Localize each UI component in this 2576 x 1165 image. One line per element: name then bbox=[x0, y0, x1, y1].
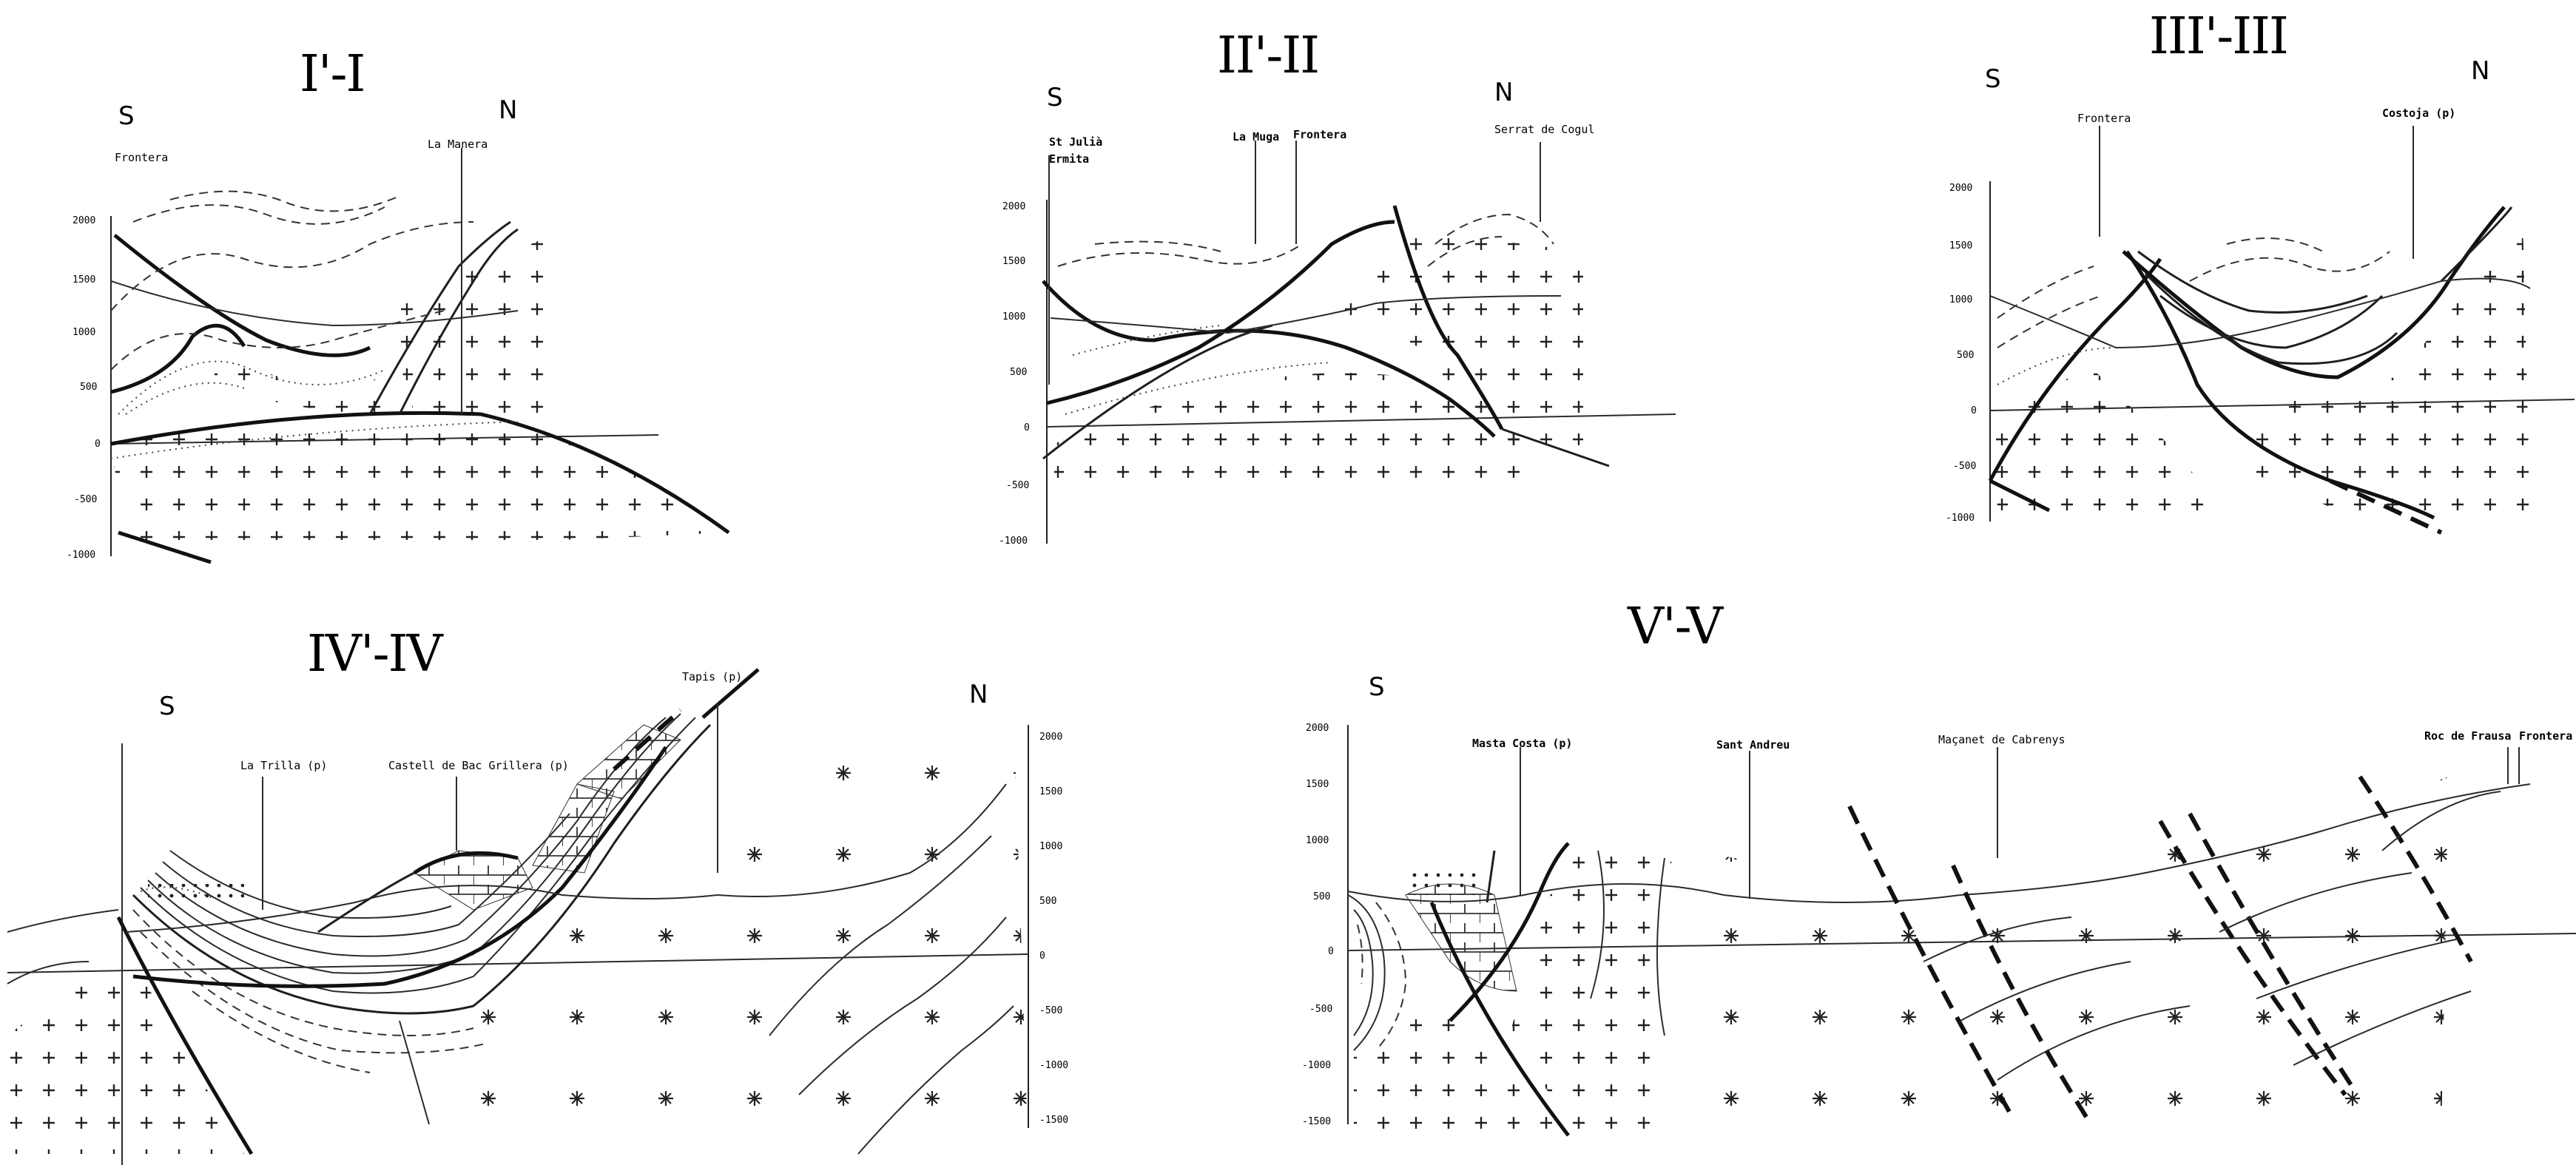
section-5-tick: 2000 bbox=[1306, 723, 1329, 734]
section-2-tick: 2000 bbox=[1002, 201, 1025, 212]
section-1-tick: 500 bbox=[80, 382, 97, 393]
section-4-tick: 1500 bbox=[1039, 786, 1062, 797]
section-3-tick: 500 bbox=[1957, 350, 1974, 361]
section-3-tick: 1000 bbox=[1949, 294, 1972, 305]
section-5: V'-V S Masta Costa (p) Sant Andreu Maçan… bbox=[1302, 598, 2576, 1137]
section-5-place-macanet: Maçanet de Cabrenys bbox=[1938, 733, 2066, 746]
section-4-tick: -1500 bbox=[1039, 1115, 1068, 1126]
section-3-south: S bbox=[1985, 64, 2001, 94]
section-1-north: N bbox=[499, 95, 517, 125]
section-5-place-frontera: Frontera bbox=[2519, 729, 2572, 743]
section-1-title: I'-I bbox=[300, 45, 364, 104]
section-5-tick: 1000 bbox=[1306, 835, 1329, 846]
section-2-place-ermita: Ermita bbox=[1049, 152, 1089, 166]
section-3-tick: -1000 bbox=[1946, 513, 1975, 524]
section-5-tick: -1000 bbox=[1302, 1060, 1331, 1071]
section-5-place-roc-de-frausa: Roc de Frausa bbox=[2424, 729, 2511, 743]
section-2-tick: 500 bbox=[1010, 367, 1027, 378]
section-2-title: II'-II bbox=[1217, 27, 1318, 85]
section-4-title: IV'-IV bbox=[307, 625, 445, 683]
section-2-tick: -1000 bbox=[999, 536, 1028, 547]
section-5-place-masta-costa: Masta Costa (p) bbox=[1472, 737, 1572, 750]
section-4-tick: 500 bbox=[1039, 896, 1056, 907]
section-1-place-frontera: Frontera bbox=[115, 151, 168, 164]
section-5-place-sant-andreu: Sant Andreu bbox=[1716, 738, 1790, 752]
section-4: IV'-IV S N La Trilla (p) Castell de Bac … bbox=[7, 625, 1068, 1165]
section-2-tick: 0 bbox=[1024, 422, 1030, 433]
section-4-tick: 2000 bbox=[1039, 732, 1062, 743]
section-2: II'-II S N St Julià Ermita La Muga Front… bbox=[999, 27, 1676, 547]
section-2-place-la-muga: La Muga bbox=[1233, 130, 1279, 143]
section-2-place-frontera: Frontera bbox=[1293, 128, 1346, 141]
section-1-tick: 0 bbox=[95, 439, 101, 450]
section-4-tick: -1000 bbox=[1039, 1060, 1068, 1071]
section-4-north: N bbox=[969, 680, 988, 709]
section-1-tick: -1000 bbox=[67, 550, 95, 561]
section-3-title: III'-III bbox=[2149, 7, 2287, 66]
section-4-place-la-trilla: La Trilla (p) bbox=[240, 759, 327, 772]
section-3-tick: -500 bbox=[1953, 461, 1976, 472]
section-1-tick: 2000 bbox=[73, 215, 95, 226]
section-2-tick: 1500 bbox=[1002, 256, 1025, 267]
section-4-tick: 0 bbox=[1039, 950, 1045, 962]
section-4-tick: -500 bbox=[1039, 1005, 1062, 1016]
section-1-tick: 1500 bbox=[73, 274, 95, 286]
section-3-tick: 0 bbox=[1971, 405, 1977, 416]
section-5-south: S bbox=[1369, 672, 1385, 702]
section-2-south: S bbox=[1047, 83, 1063, 112]
section-1-place-la-manera: La Manera bbox=[428, 138, 488, 151]
section-5-tick: -500 bbox=[1309, 1004, 1332, 1015]
section-5-tick: 0 bbox=[1328, 946, 1334, 957]
section-3-place-costoja: Costoja (p) bbox=[2382, 107, 2455, 120]
section-3-north: N bbox=[2471, 56, 2489, 86]
section-1-tick: -500 bbox=[74, 494, 97, 505]
section-5-tick: 1500 bbox=[1306, 779, 1329, 790]
section-4-south: S bbox=[159, 692, 175, 721]
section-3: III'-III S N Frontera Costoja (p) 2000 1… bbox=[1946, 7, 2575, 535]
section-3-tick: 2000 bbox=[1949, 183, 1972, 194]
section-3-tick: 1500 bbox=[1949, 240, 1972, 251]
section-1: I'-I S N Frontera La Manera 2000 1500 10… bbox=[67, 45, 730, 564]
section-5-title: V'-V bbox=[1627, 598, 1724, 656]
section-4-place-tapis: Tapis (p) bbox=[682, 670, 742, 683]
section-4-place-castell: Castell de Bac Grillera (p) bbox=[388, 759, 569, 772]
section-2-place-serrat-de-cogul: Serrat de Cogul bbox=[1494, 123, 1594, 136]
section-4-tick: 1000 bbox=[1039, 841, 1062, 852]
section-5-tick: -1500 bbox=[1302, 1116, 1331, 1127]
section-2-place-st-julia: St Julià bbox=[1049, 135, 1102, 149]
section-2-tick: -500 bbox=[1006, 480, 1029, 491]
section-5-tick: 500 bbox=[1313, 891, 1330, 902]
section-3-place-frontera: Frontera bbox=[2077, 112, 2131, 125]
section-1-south: S bbox=[118, 101, 135, 131]
section-1-tick: 1000 bbox=[73, 327, 95, 338]
section-2-tick: 1000 bbox=[1002, 311, 1025, 323]
section-2-north: N bbox=[1494, 78, 1513, 107]
